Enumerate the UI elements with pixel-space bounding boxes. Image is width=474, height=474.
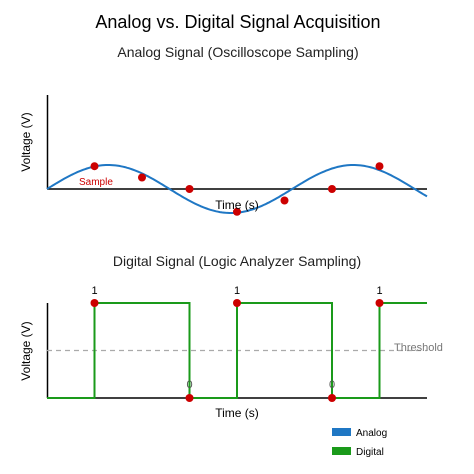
- analog-sample-point-6: [328, 185, 336, 193]
- legend-label-analog: Analog: [356, 428, 387, 439]
- digital-sample-value-1: 1: [91, 285, 97, 297]
- analog-samples: [90, 162, 384, 216]
- digital-y-axis-label: Voltage (V): [19, 321, 33, 380]
- analog-sample-point-3: [185, 185, 194, 193]
- digital-sample-value-5: 1: [376, 285, 382, 297]
- legend-swatch-digital: [332, 447, 351, 455]
- digital-sample-value-4: 0: [329, 379, 335, 391]
- digital-sample-point-5: [375, 299, 384, 307]
- analog-panel: Analog Signal (Oscilloscope Sampling) Vo…: [19, 44, 428, 216]
- digital-samples: 1 0 1 0 1: [90, 285, 384, 402]
- sample-label: Sample: [79, 177, 113, 188]
- analog-y-axis-label: Voltage (V): [19, 112, 33, 171]
- digital-panel-title: Digital Signal (Logic Analyzer Sampling): [113, 253, 361, 269]
- legend-label-digital: Digital: [356, 447, 384, 458]
- digital-sample-point-1: [90, 299, 99, 307]
- digital-sample-point-2: [185, 394, 194, 402]
- digital-x-axis-label: Time (s): [215, 406, 259, 420]
- analog-sample-point-4: [233, 207, 241, 216]
- threshold-label: Threshold: [394, 342, 443, 354]
- digital-sample-value-2: 0: [186, 379, 192, 391]
- digital-sample-point-4: [328, 394, 336, 402]
- digital-signal-line: [47, 302, 427, 399]
- digital-sample-value-3: 1: [234, 285, 240, 297]
- analog-x-axis-label: Time (s): [215, 198, 259, 212]
- legend: Analog Digital: [332, 428, 387, 458]
- analog-panel-title: Analog Signal (Oscilloscope Sampling): [117, 44, 358, 60]
- legend-swatch-analog: [332, 428, 351, 436]
- digital-sample-point-3: [233, 299, 241, 307]
- analog-sample-point-2: [138, 173, 146, 182]
- analog-sample-point-5: [280, 196, 289, 205]
- main-title: Analog vs. Digital Signal Acquisition: [95, 12, 380, 32]
- digital-panel: Digital Signal (Logic Analyzer Sampling)…: [19, 253, 443, 420]
- analog-sample-point-1: [90, 162, 99, 171]
- analog-sample-point-7: [375, 162, 384, 171]
